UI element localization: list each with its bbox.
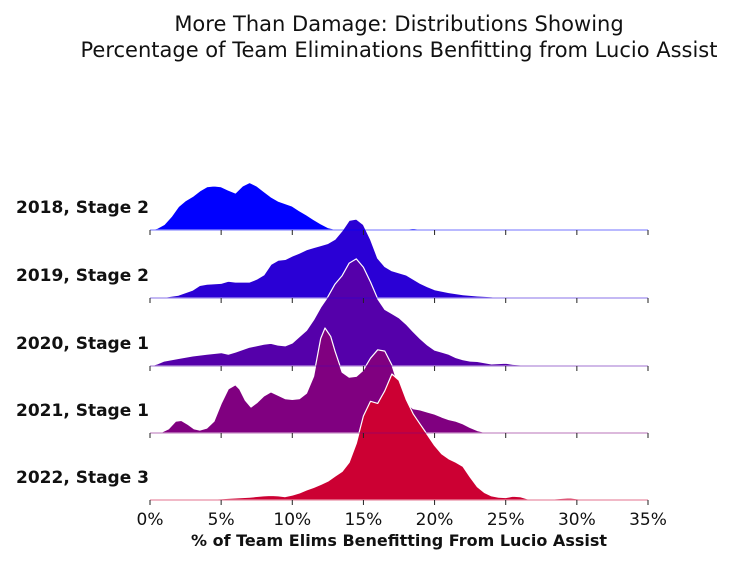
row-label-2: 2019, Stage 2 [16,266,149,286]
chart-title-line-1: More Than Damage: Distributions Showing [174,12,623,36]
chart-title: More Than Damage: Distributions Showing … [81,12,718,62]
ridge-area-3 [149,258,649,367]
row-label-5: 2022, Stage 3 [16,468,149,488]
x-tick-label: 25% [487,510,525,530]
x-tick-label: 20% [416,510,454,530]
chart-title-line-2: Percentage of Team Eliminations Benfitti… [81,38,718,62]
x-tick-label: 35% [629,510,667,530]
row-label-3: 2020, Stage 1 [16,334,149,354]
ridge-area-2 [149,218,507,299]
x-tick-label: 30% [558,510,596,530]
x-tick-label: 0% [137,510,164,530]
row-label-4: 2021, Stage 1 [16,401,149,421]
x-axis-label: % of Team Elims Benefitting From Lucio A… [191,531,607,550]
x-tick-label: 10% [273,510,311,530]
row-labels-group: 2018, Stage 2 2019, Stage 2 2020, Stage 1 2… [16,198,149,488]
ridge-area-4 [149,327,521,434]
baselines-group [150,229,648,501]
ridges-group [149,181,649,501]
x-axis: 0% 5% 10% 15% 20% 25% 30% 35% [137,230,667,530]
ridge-area-1 [149,181,649,231]
x-tick-label: 15% [345,510,383,530]
x-tick-label: 5% [208,510,235,530]
row-label-1: 2018, Stage 2 [16,198,149,218]
ridge-area-5 [149,373,649,501]
